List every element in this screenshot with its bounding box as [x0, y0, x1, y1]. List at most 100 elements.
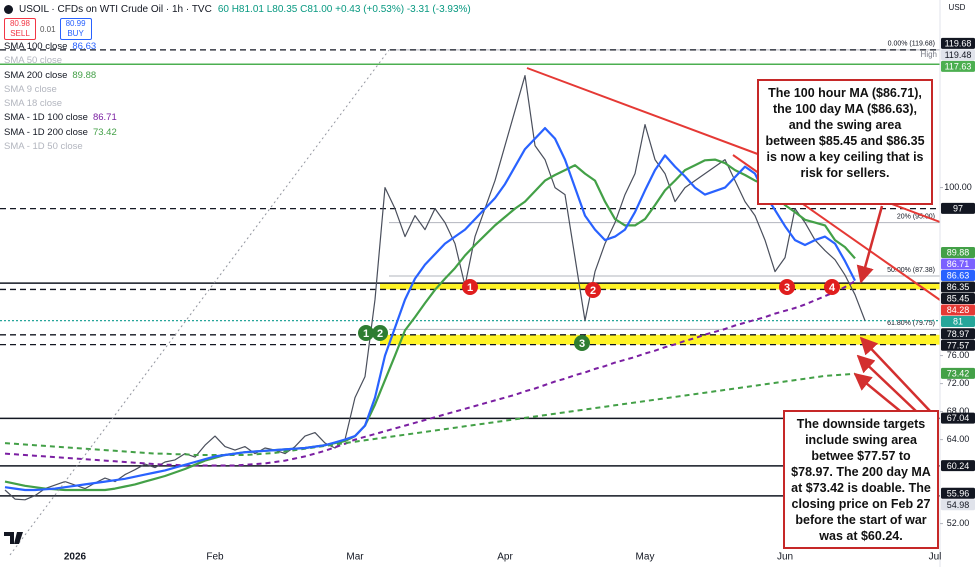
x-tick-label: 2026	[64, 552, 87, 563]
indicator[interactable]: SMA - 1D 200 close 73.42	[4, 126, 471, 140]
price-label-box	[941, 367, 975, 379]
price-label: 86.71	[947, 259, 970, 269]
fib-label: 50.00% (87.38)	[887, 267, 935, 274]
price-label-box	[941, 304, 975, 316]
point-marker	[372, 325, 388, 341]
price-label-box	[941, 499, 975, 511]
indicator[interactable]: SMA 100 close 86.63	[4, 40, 471, 54]
indicator-value: 73.42	[92, 126, 117, 138]
header: USOIL · CFDs on WTI Crude Oil · 1h · TVC…	[4, 2, 471, 154]
price-label: 117.63	[945, 61, 972, 71]
series-layer	[4, 75, 866, 501]
price-label-box	[941, 316, 975, 328]
price-label: 86.63	[947, 271, 970, 281]
indicator-name: SMA 18 close	[4, 98, 63, 110]
price-label: 85.45	[947, 294, 970, 304]
indicator[interactable]: SMA 50 close	[4, 54, 471, 68]
markers-layer: 1 2 3 41 23	[358, 279, 840, 351]
point-marker	[358, 325, 374, 341]
price-label-box	[941, 339, 975, 351]
x-tick-label: Feb	[206, 552, 224, 563]
indicator-name: SMA - 1D 200 close	[4, 126, 88, 138]
price-label: 54.98	[947, 500, 970, 510]
price-label-box	[941, 412, 975, 424]
buy-button[interactable]: 80.99 BUY	[59, 18, 92, 40]
indicator[interactable]: SMA - 1D 50 close	[4, 140, 471, 154]
symbol-icon	[4, 4, 13, 14]
price-label-box	[941, 270, 975, 282]
annotation: The downside targets include swing area …	[783, 410, 939, 549]
marker-label: 3	[784, 282, 790, 294]
arrow	[853, 372, 906, 416]
indicator[interactable]: SMA 18 close	[4, 97, 471, 111]
fib-label: 61.80% (79.75)	[887, 320, 935, 327]
indicator-name: SMA 200 close	[4, 69, 68, 81]
indicator[interactable]: SMA 200 close 89.88	[4, 69, 471, 83]
series-line	[4, 280, 856, 467]
buy-label: BUY	[67, 29, 84, 38]
price-label: 77.57	[947, 340, 970, 350]
currency: USD	[949, 3, 966, 12]
zone-band	[380, 283, 940, 290]
series-line	[4, 127, 856, 492]
logo	[4, 532, 23, 544]
symbol-row: USOIL · CFDs on WTI Crude Oil · 1h · TVC…	[4, 2, 471, 16]
marker-label: 2	[377, 328, 383, 340]
marker-label: 1	[363, 328, 369, 340]
indicator[interactable]: SMA - 1D 100 close 86.71	[4, 111, 471, 125]
indicator-name: SMA - 1D 50 close	[4, 141, 83, 153]
price-label: 55.96	[947, 488, 970, 498]
price-label-box	[941, 281, 975, 293]
axis-layer: USD 2026 Feb Mar Apr May Jun Jul 52.00 64.00 68.0…	[4, 0, 975, 567]
series-line	[4, 158, 856, 492]
indicator-list: SMA 100 close 86.63 SMA 50 close SMA 200 cl…	[4, 40, 471, 154]
y-tick-label: 64.00	[947, 434, 970, 444]
point-marker	[585, 282, 601, 298]
annotation: The 100 hour MA ($86.71), the 100 day MA…	[757, 79, 933, 205]
price-label-box	[941, 328, 975, 340]
indicator-value: 86.63	[72, 41, 97, 52]
price-label: 89.88	[947, 248, 970, 258]
price-label: 81	[953, 317, 963, 327]
x-tick-label: May	[636, 552, 655, 563]
price-tag: High	[921, 50, 937, 59]
price-label-box	[941, 202, 975, 214]
sell-price: 80.98	[9, 19, 31, 28]
y-tick-label: 68.00	[947, 406, 970, 416]
price-label-box	[941, 487, 975, 499]
price-label: 119.48	[945, 50, 972, 60]
fib-label: 20% (95.00)	[897, 213, 935, 220]
x-tick-label: Apr	[497, 552, 513, 563]
price-label: 73.42	[947, 369, 970, 379]
y-tick-label: 72.00	[947, 378, 970, 388]
marker-label: 1	[467, 282, 473, 294]
price-label: 84.28	[947, 305, 970, 315]
point-marker	[462, 279, 478, 295]
x-tick-label: Jun	[777, 552, 793, 563]
x-tick-label: Jul	[929, 552, 942, 563]
sell-button[interactable]: 80.98 SELL	[4, 18, 36, 40]
point-marker	[824, 279, 840, 295]
point-marker	[574, 335, 590, 351]
marker-label: 2	[590, 285, 596, 297]
y-tick-label: 52.00	[947, 518, 970, 528]
price-label-box	[941, 247, 975, 259]
y-tick-label: 76.00	[947, 350, 970, 360]
indicator-name: SMA 9 close	[4, 83, 57, 95]
point-marker	[779, 279, 795, 295]
marker-label: 3	[579, 338, 585, 350]
price-label-box	[941, 60, 975, 72]
indicator[interactable]: SMA 9 close	[4, 83, 471, 97]
price-label-box	[941, 460, 975, 472]
trade-row: 80.98 SELL 0.01 80.99 BUY	[4, 18, 471, 40]
fib-label: 0.00% (119.68)	[888, 41, 935, 48]
price-label: 97	[953, 203, 963, 213]
arrow	[859, 336, 931, 412]
price-label: 60.24	[947, 461, 970, 471]
ohlc: 60 H81.01 L80.35 C81.00 +0.43 (+0.53%) -…	[217, 3, 471, 15]
arrow	[856, 205, 884, 284]
indicator-value: 89.88	[72, 69, 97, 81]
indicator-value: 86.71	[92, 112, 117, 124]
price-label: 67.04	[947, 413, 970, 423]
